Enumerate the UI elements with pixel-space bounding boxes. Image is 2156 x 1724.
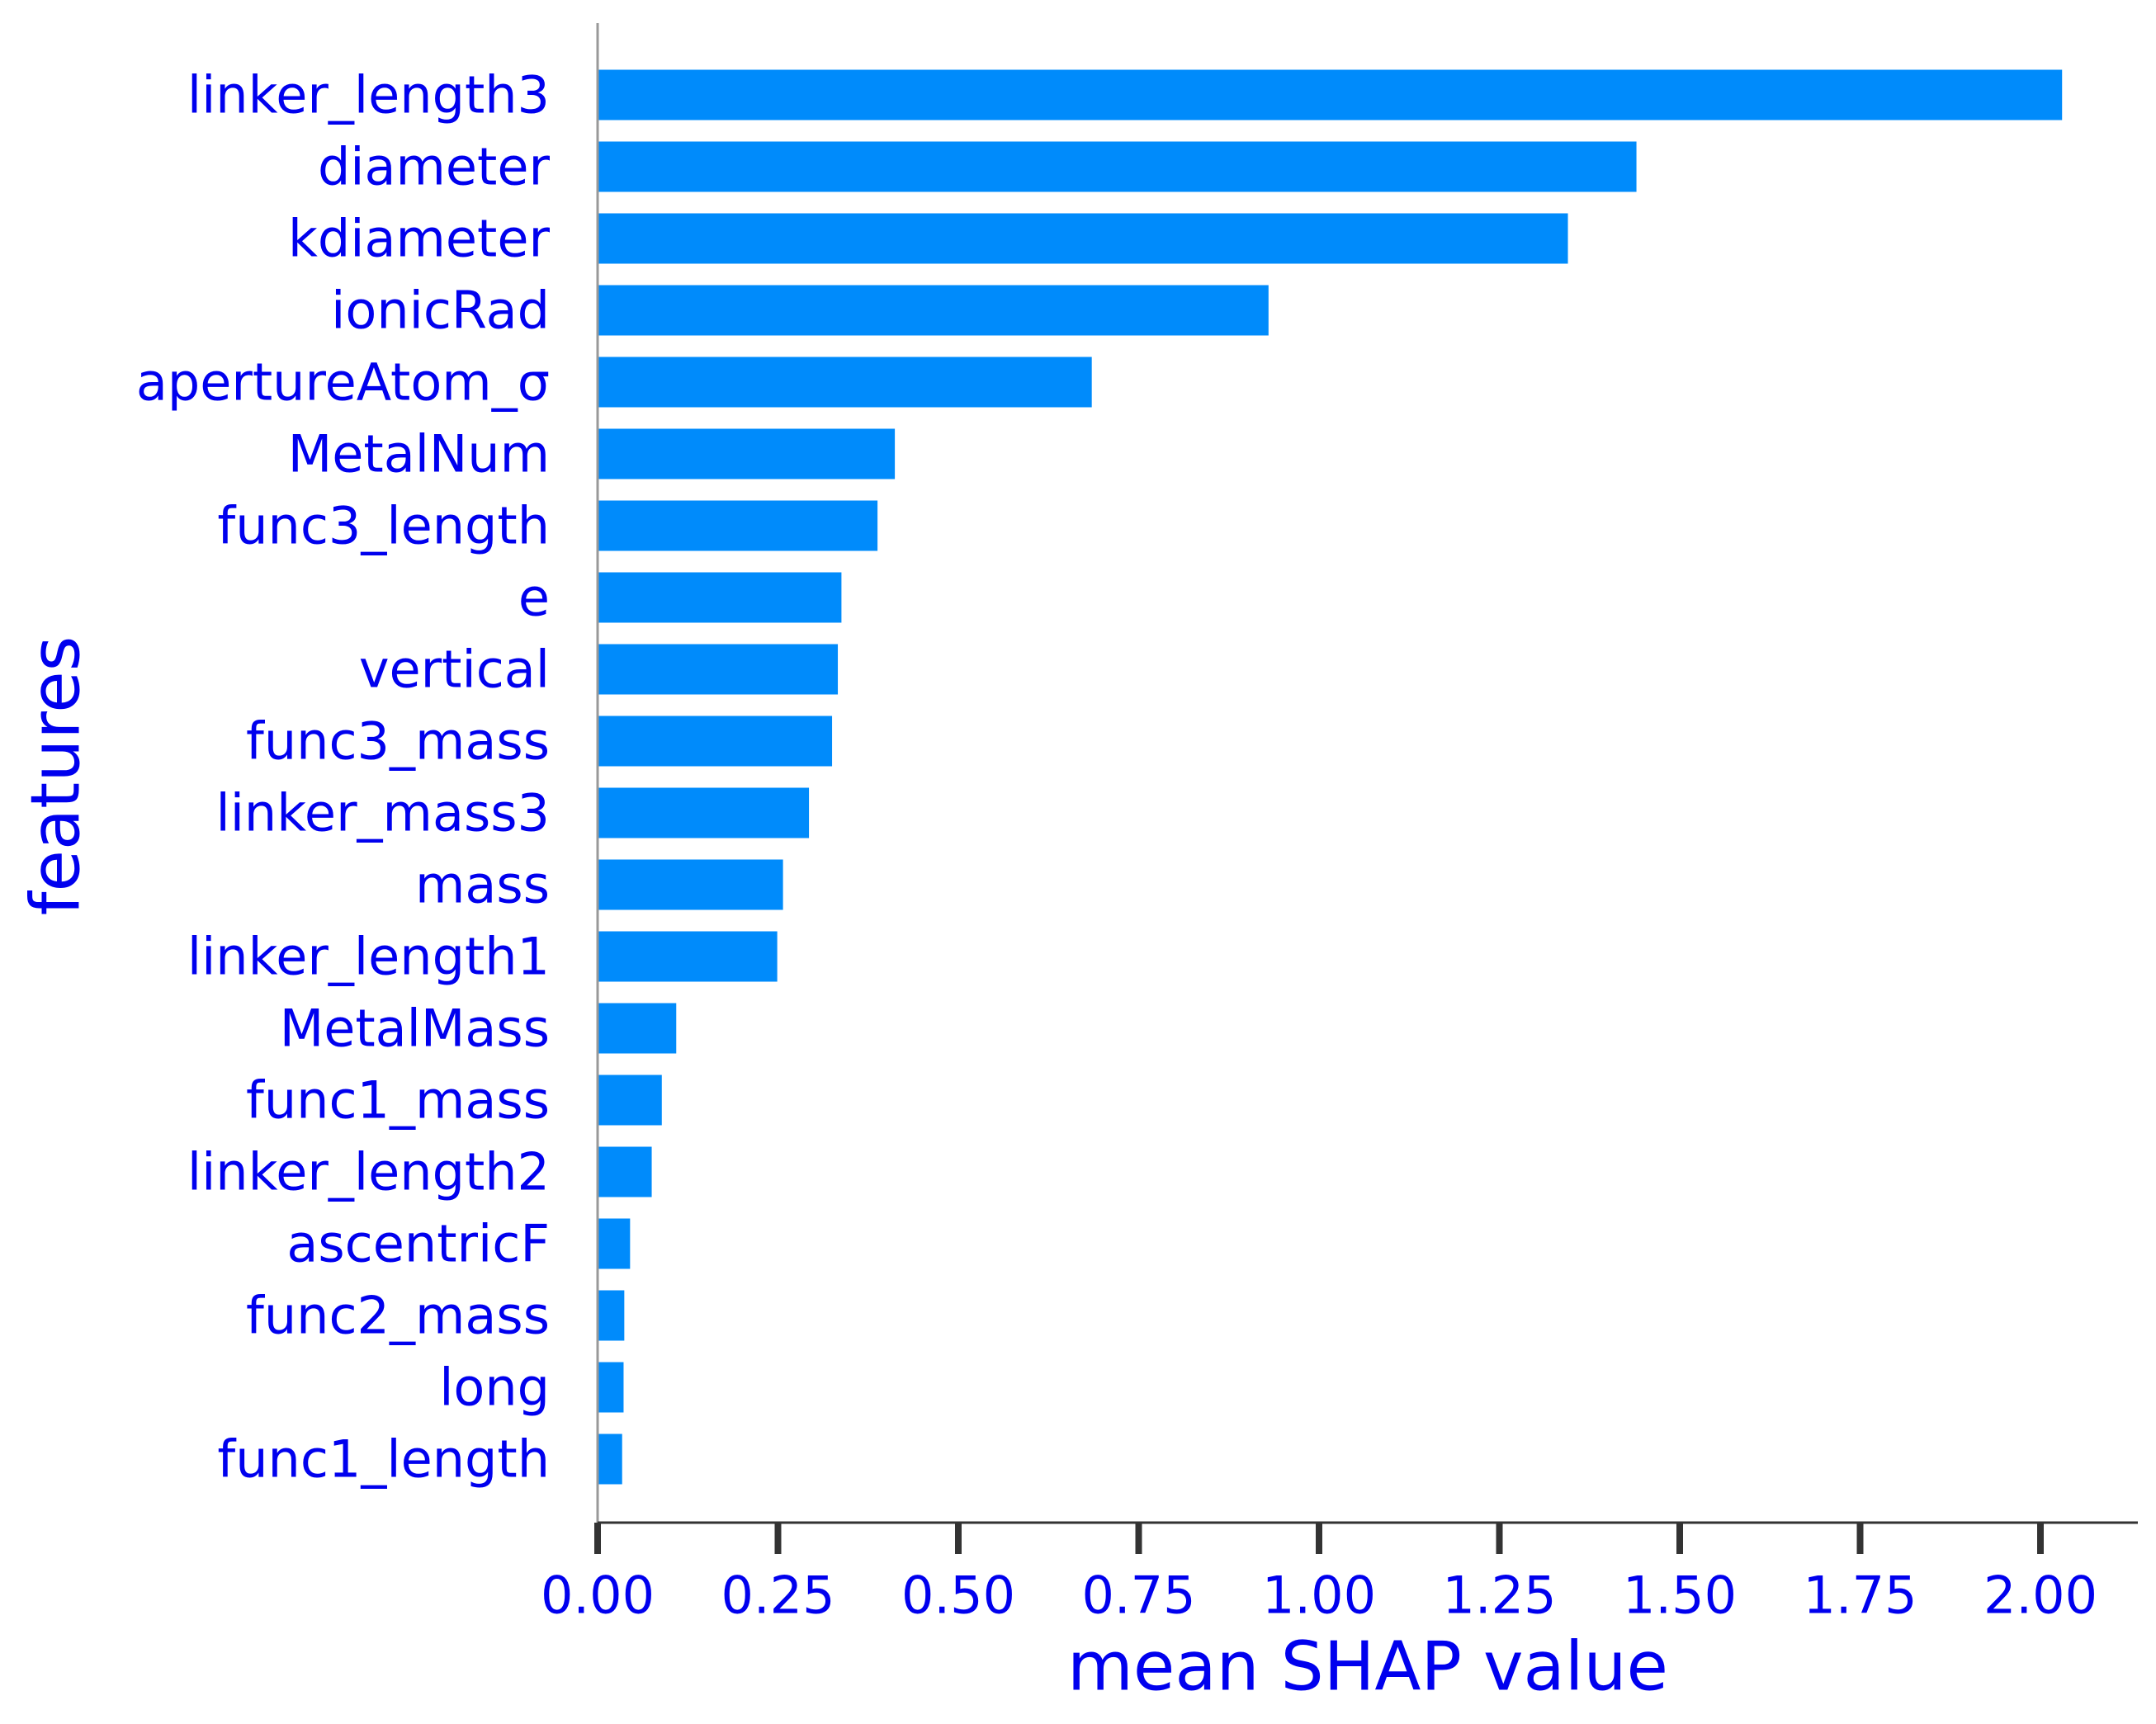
x-tick-label-1-75: 1.75 <box>1803 1566 1917 1626</box>
x-tick-label-0-00: 0.00 <box>541 1566 655 1626</box>
category-label-linker-length2: linker_length2 <box>187 1142 550 1202</box>
category-label-func1-length: func1_length <box>217 1429 550 1490</box>
bar-func1-mass <box>598 1075 662 1126</box>
category-label-ionicrad: ionicRad <box>331 281 550 341</box>
bars-layer <box>598 69 2063 1485</box>
x-tick-label-1-50: 1.50 <box>1623 1566 1737 1626</box>
bar-func3-mass <box>598 716 833 767</box>
bar-linker-mass3 <box>598 787 810 838</box>
category-label-linker-length3: linker_length3 <box>187 65 550 125</box>
x-axis-ticks: 0.00 0.25 0.50 0.75 1.00 1.25 1.50 1.75 2.00 <box>541 1523 2097 1626</box>
bar-kdiameter <box>598 213 1568 264</box>
category-label-linker-length1: linker_length1 <box>187 927 550 987</box>
bar-linker-length3 <box>598 69 2063 120</box>
bar-apertureatom <box>598 357 1092 408</box>
category-label-apertureatom: apertureAtom_σ <box>136 352 550 413</box>
x-tick-label-2-00: 2.00 <box>1983 1566 2097 1626</box>
category-label-metalmass: MetalMass <box>280 999 550 1059</box>
category-label-vertical: vertical <box>359 640 550 700</box>
x-tick-label-1-00: 1.00 <box>1262 1566 1376 1626</box>
x-tick-label-1-25: 1.25 <box>1442 1566 1556 1626</box>
y-axis-title: features <box>17 636 96 916</box>
category-label-func1-mass: func1_mass <box>246 1070 550 1131</box>
category-label-linker-mass3: linker_mass3 <box>215 783 550 843</box>
category-label-long: long <box>439 1358 550 1418</box>
category-label-func3-length: func3_length <box>217 496 550 556</box>
bar-metalnum <box>598 428 896 479</box>
bar-linker-length1 <box>598 931 778 982</box>
category-label-e: e <box>518 568 550 628</box>
bar-func1-length <box>598 1434 622 1485</box>
bar-vertical <box>598 644 839 695</box>
category-labels: linker_length3 diameter kdiameter ionicRad a… <box>136 65 551 1490</box>
bar-diameter <box>598 141 1637 192</box>
x-tick-label-0-25: 0.25 <box>721 1566 835 1626</box>
category-label-func3-mass: func3_mass <box>246 711 550 772</box>
bar-ascentricf <box>598 1218 631 1269</box>
x-tick-label-0-75: 0.75 <box>1081 1566 1195 1626</box>
x-axis-title: mean SHAP value <box>1067 1628 1668 1707</box>
x-tick-label-0-50: 0.50 <box>901 1566 1015 1626</box>
bar-linker-length2 <box>598 1146 652 1197</box>
category-label-diameter: diameter <box>318 137 551 197</box>
bar-mass <box>598 859 783 910</box>
category-label-func2-mass: func2_mass <box>246 1286 550 1346</box>
category-label-ascentricf: ascentricF <box>286 1214 550 1274</box>
bar-func2-mass <box>598 1290 625 1341</box>
bar-metalmass <box>598 1003 677 1054</box>
bar-ionicrad <box>598 285 1269 336</box>
bar-e <box>598 572 842 623</box>
bar-long <box>598 1362 624 1413</box>
category-label-mass: mass <box>415 855 550 915</box>
category-label-metalnum: MetalNum <box>288 424 550 484</box>
bar-func3-length <box>598 500 878 551</box>
category-label-kdiameter: kdiameter <box>288 209 550 269</box>
